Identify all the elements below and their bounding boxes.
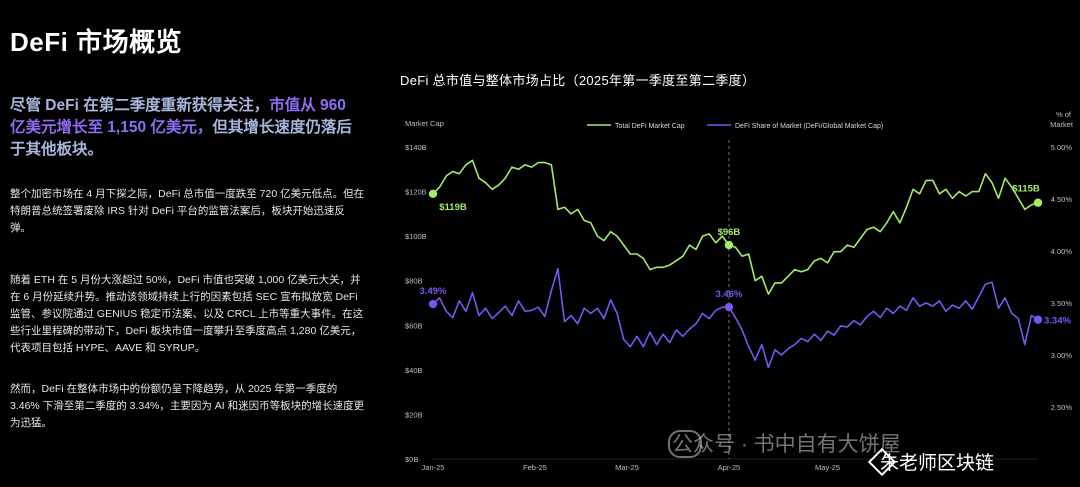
- lead-part: 尽管 DeFi 在第二季度重新获得关注，: [10, 97, 270, 114]
- data-label: 3.34%: [1044, 316, 1071, 327]
- data-label: $96B: [718, 227, 741, 238]
- y-left-tick-label: $120B: [405, 188, 427, 197]
- page-title: DeFi 市场概览: [10, 27, 183, 57]
- paragraph-may-rally: 随着 ETH 在 5 月份大涨超过 50%，DeFi 市值也突破 1,000 亿…: [10, 274, 364, 354]
- y-left-tick-label: $40B: [405, 366, 423, 375]
- legend-label-0: Total DeFi Market Cap: [615, 123, 685, 130]
- data-point-marker: [1033, 315, 1043, 324]
- watermark-author: 朱老师区块链: [880, 453, 995, 474]
- y-right-axis-label: Market: [1050, 120, 1074, 129]
- data-label: $115B: [1012, 184, 1040, 195]
- paragraph-market-share: 然而，DeFi 在整体市场中的份额仍呈下降趋势，从 2025 年第一季度的 3.…: [10, 383, 365, 429]
- y-right-tick-label: 5.00%: [1051, 143, 1073, 152]
- series-line-1: [432, 267, 1039, 369]
- y-left-axis-label: Market Cap: [405, 119, 444, 128]
- data-label: 3.49%: [420, 286, 447, 297]
- watermark-account: 公众号 · 书中自有大饼屋: [672, 433, 901, 456]
- y-right-tick-label: 3.00%: [1051, 351, 1073, 360]
- y-right-tick-label: 4.00%: [1051, 247, 1073, 256]
- data-point-marker: [724, 302, 734, 312]
- x-tick-label: Feb-25: [523, 463, 547, 472]
- y-right-tick-label: 2.50%: [1051, 403, 1073, 412]
- data-point-marker: [1033, 198, 1043, 207]
- lead-part: 但其增长速度仍落后于其他板块。: [10, 119, 352, 158]
- chart-title: DeFi 总市值与整体市场占比（2025年第一季度至第二季度）: [400, 73, 756, 88]
- lead-part-highlight: 市值从 960 亿美元增长至 1,150 亿美元，: [10, 97, 346, 136]
- y-left-tick-label: $0B: [405, 455, 418, 464]
- data-label: 3.46%: [715, 289, 742, 300]
- y-right-axis-label: % of: [1056, 110, 1072, 119]
- wechat-icon: [668, 430, 702, 458]
- y-left-tick-label: $140B: [405, 143, 427, 152]
- y-left-tick-label: $80B: [405, 277, 423, 286]
- y-left-tick-label: $60B: [405, 321, 423, 330]
- x-tick-label: May-25: [815, 463, 840, 472]
- paragraph-april-low: 整个加密市场在 4 月下探之际，DeFi 总市值一度跌至 720 亿美元低点。但…: [10, 188, 365, 234]
- lead-summary: 尽管 DeFi 在第二季度重新获得关注，市值从 960 亿美元增长至 1,150…: [10, 95, 360, 161]
- y-right-tick-label: 3.50%: [1051, 299, 1073, 308]
- x-tick-label: Apr-25: [718, 463, 741, 472]
- y-left-tick-label: $100B: [405, 232, 427, 241]
- series-line-0: [432, 159, 1039, 295]
- data-point-marker: [428, 299, 438, 309]
- data-label: $119B: [439, 202, 467, 213]
- legend-label-1: DeFi Share of Market (DeFi/Global Market…: [735, 123, 883, 130]
- x-tick-label: Jan-25: [422, 463, 445, 472]
- data-point-marker: [428, 189, 438, 198]
- x-tick-label: Mar-25: [615, 463, 639, 472]
- y-right-tick-label: 4.50%: [1051, 195, 1073, 204]
- data-point-marker: [724, 240, 734, 250]
- y-left-tick-label: $20B: [405, 410, 423, 419]
